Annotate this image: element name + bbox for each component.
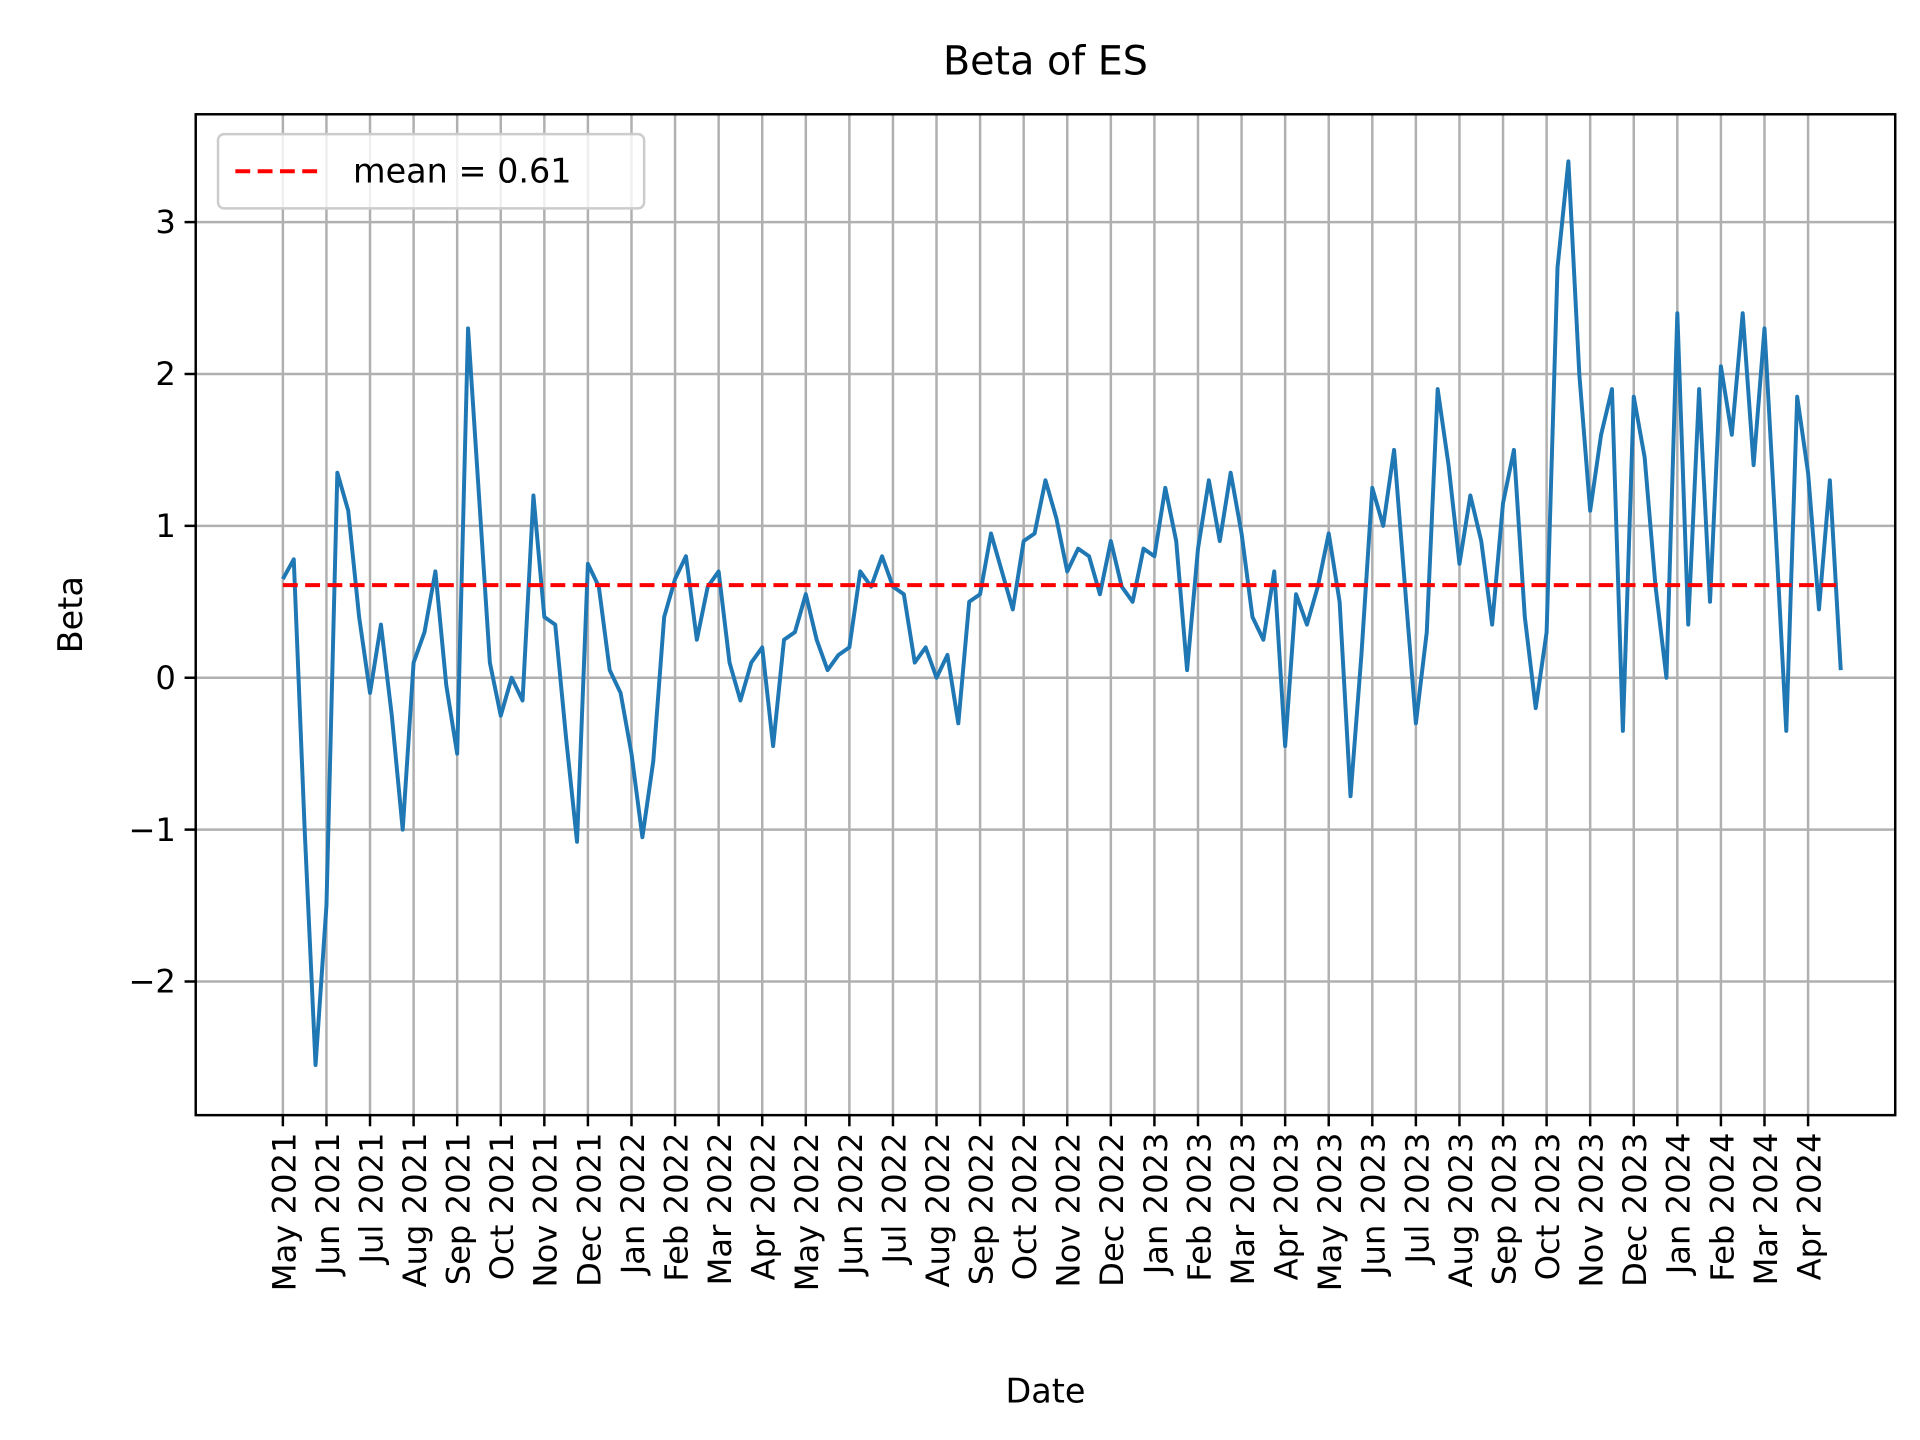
- y-tick-label: 0: [155, 659, 175, 697]
- x-tick-label: Jun 2023: [1355, 1132, 1393, 1276]
- x-tick-label: Apr 2022: [745, 1132, 783, 1280]
- y-tick-label: 2: [155, 355, 175, 393]
- x-tick-label: Dec 2022: [1093, 1132, 1131, 1286]
- x-tick-label: Jan 2022: [614, 1132, 652, 1276]
- plot-frame: [194, 113, 1897, 1117]
- x-tick-label: Mar 2024: [1747, 1132, 1785, 1285]
- x-tick-label: Feb 2022: [657, 1132, 695, 1281]
- x-tick-label: May 2022: [788, 1132, 826, 1291]
- data-line: [281, 159, 1843, 1068]
- chart-title: Beta of ES: [943, 39, 1148, 85]
- x-tick-label: Nov 2021: [527, 1132, 565, 1287]
- x-tick-label: Jul 2021: [352, 1132, 390, 1265]
- x-tick-label: May 2021: [265, 1132, 303, 1291]
- y-tick-label: 1: [155, 507, 175, 545]
- x-tick-label: Oct 2023: [1529, 1132, 1567, 1280]
- legend-box: [216, 132, 646, 210]
- x-tick-label: May 2023: [1311, 1132, 1349, 1291]
- x-tick-label: Sep 2022: [962, 1132, 1000, 1285]
- x-tick-label: Dec 2023: [1616, 1132, 1654, 1286]
- x-tick-label: Sep 2021: [440, 1132, 478, 1285]
- x-tick-label: Oct 2021: [483, 1132, 521, 1280]
- x-tick-label: Feb 2023: [1180, 1132, 1218, 1281]
- x-tick-label: Oct 2022: [1006, 1132, 1044, 1280]
- grid: [195, 114, 1896, 1116]
- x-tick-label: Jul 2023: [1398, 1132, 1436, 1265]
- x-tick-label: Jun 2021: [309, 1132, 347, 1276]
- x-tick-label: Jan 2023: [1137, 1132, 1175, 1276]
- x-tick-label: Feb 2024: [1703, 1132, 1741, 1281]
- y-tick-label: −2: [128, 963, 175, 1001]
- x-tick-label: Mar 2023: [1224, 1132, 1262, 1285]
- x-tick-label: Sep 2023: [1485, 1132, 1523, 1285]
- x-tick-label: Apr 2024: [1790, 1132, 1828, 1280]
- x-tick-label: Jun 2022: [832, 1132, 870, 1276]
- x-tick-label: Apr 2023: [1268, 1132, 1306, 1280]
- y-axis-label: Beta: [51, 576, 90, 653]
- x-tick-label: Aug 2021: [396, 1132, 434, 1287]
- x-tick-label: Aug 2022: [919, 1132, 957, 1287]
- x-tick-label: Nov 2023: [1573, 1132, 1611, 1287]
- y-tick-label: 3: [155, 203, 175, 241]
- x-tick-label: Jul 2022: [875, 1132, 913, 1265]
- x-tick-label: Mar 2022: [701, 1132, 739, 1285]
- x-tick-label: Nov 2022: [1050, 1132, 1088, 1287]
- y-tick-label: −1: [128, 811, 175, 849]
- x-tick-label: Aug 2023: [1442, 1132, 1480, 1287]
- legend-label: mean = 0.61: [353, 151, 572, 190]
- x-tick-label: Dec 2021: [570, 1132, 608, 1286]
- x-tick-label: Jan 2024: [1660, 1132, 1698, 1276]
- x-axis-label: Date: [1006, 1372, 1086, 1411]
